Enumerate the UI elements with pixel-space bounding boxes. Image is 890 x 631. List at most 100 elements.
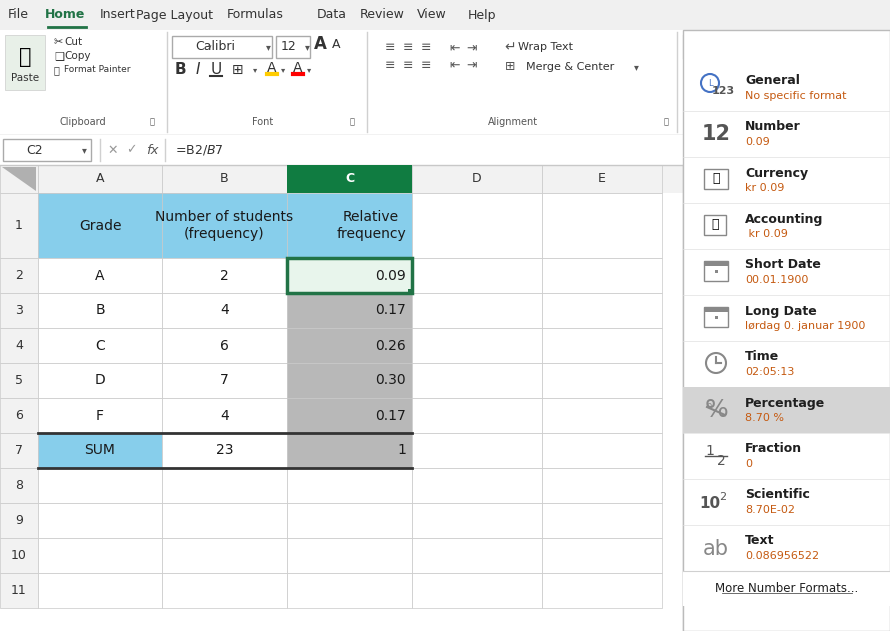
Bar bbox=[287, 328, 412, 363]
Text: C: C bbox=[95, 338, 105, 353]
Text: Calibri: Calibri bbox=[195, 40, 235, 54]
Text: 2: 2 bbox=[719, 492, 726, 502]
Text: U: U bbox=[210, 62, 222, 78]
Text: ✕: ✕ bbox=[108, 143, 118, 156]
Text: Number: Number bbox=[745, 121, 801, 134]
Bar bbox=[542, 433, 662, 468]
Text: Clipboard: Clipboard bbox=[60, 117, 106, 127]
Bar bbox=[412, 293, 542, 328]
Text: ⇤: ⇤ bbox=[449, 59, 460, 71]
Bar bbox=[162, 433, 287, 468]
Text: ≡: ≡ bbox=[421, 59, 432, 71]
Bar bbox=[683, 571, 890, 606]
Bar bbox=[162, 165, 287, 193]
Bar bbox=[412, 398, 542, 433]
Bar bbox=[0, 0, 890, 30]
Bar bbox=[412, 258, 542, 293]
Text: ▾: ▾ bbox=[634, 62, 638, 72]
Text: B: B bbox=[220, 172, 229, 186]
Text: ≡: ≡ bbox=[384, 59, 395, 71]
Text: Grade: Grade bbox=[78, 218, 121, 232]
Bar bbox=[704, 261, 728, 266]
Text: 1: 1 bbox=[706, 444, 715, 458]
Text: 9: 9 bbox=[15, 514, 23, 527]
Bar bbox=[0, 165, 683, 193]
Text: No specific format: No specific format bbox=[745, 91, 846, 101]
Bar bbox=[287, 363, 412, 398]
Bar bbox=[542, 193, 662, 258]
Text: ▾: ▾ bbox=[304, 42, 310, 52]
Text: More Number Formats...: More Number Formats... bbox=[715, 582, 858, 594]
Bar bbox=[162, 193, 287, 258]
Text: 4: 4 bbox=[220, 304, 229, 317]
Text: View: View bbox=[417, 8, 447, 21]
Text: 0.17: 0.17 bbox=[376, 304, 406, 317]
Text: ▾: ▾ bbox=[840, 42, 846, 52]
Bar bbox=[858, 58, 890, 105]
Text: D: D bbox=[94, 374, 105, 387]
Bar bbox=[542, 573, 662, 608]
Text: 2: 2 bbox=[15, 269, 23, 282]
Text: 5: 5 bbox=[15, 374, 23, 387]
Bar bbox=[38, 538, 162, 573]
Text: ▾: ▾ bbox=[307, 66, 311, 74]
Bar bbox=[0, 398, 38, 433]
Bar bbox=[162, 328, 287, 363]
Text: Help: Help bbox=[468, 8, 497, 21]
Text: Copy: Copy bbox=[64, 51, 91, 61]
Text: ≡: ≡ bbox=[384, 42, 395, 54]
Text: 7: 7 bbox=[220, 374, 229, 387]
Text: Paste: Paste bbox=[11, 73, 39, 83]
Text: ⧉: ⧉ bbox=[350, 117, 354, 126]
Text: B: B bbox=[95, 304, 105, 317]
Bar bbox=[542, 328, 662, 363]
Bar bbox=[287, 258, 412, 293]
Bar bbox=[0, 573, 38, 608]
Text: A: A bbox=[95, 269, 105, 283]
Text: Text: Text bbox=[745, 534, 774, 548]
Text: Font: Font bbox=[253, 117, 273, 127]
Text: A: A bbox=[96, 172, 104, 186]
Text: 1: 1 bbox=[397, 444, 406, 457]
Text: ⧉: ⧉ bbox=[150, 117, 155, 126]
Text: 11: 11 bbox=[11, 584, 27, 597]
Bar bbox=[38, 293, 162, 328]
Text: 0: 0 bbox=[745, 459, 752, 469]
Bar bbox=[0, 468, 38, 503]
Text: C: C bbox=[345, 172, 354, 186]
Text: L: L bbox=[708, 78, 712, 88]
Text: ab: ab bbox=[703, 539, 729, 559]
Bar bbox=[287, 573, 412, 608]
Text: 0.17: 0.17 bbox=[376, 408, 406, 423]
Text: A: A bbox=[293, 61, 303, 75]
Text: 4: 4 bbox=[220, 408, 229, 423]
Bar bbox=[0, 363, 38, 398]
Bar bbox=[38, 165, 162, 193]
Text: Insert: Insert bbox=[101, 8, 136, 21]
Text: 0.30: 0.30 bbox=[376, 374, 406, 387]
Text: Page Layout: Page Layout bbox=[136, 8, 214, 21]
Text: 6: 6 bbox=[220, 338, 229, 353]
Bar bbox=[38, 433, 162, 468]
Bar bbox=[38, 258, 162, 293]
Bar bbox=[162, 398, 287, 433]
Bar bbox=[704, 261, 728, 281]
Bar bbox=[38, 468, 162, 503]
Text: ≡: ≡ bbox=[421, 42, 432, 54]
Text: ✂: ✂ bbox=[54, 37, 63, 47]
Text: D: D bbox=[473, 172, 481, 186]
Bar bbox=[873, 30, 890, 58]
Text: F: F bbox=[96, 408, 104, 423]
Bar bbox=[683, 30, 890, 631]
Bar bbox=[0, 135, 890, 165]
Bar bbox=[542, 165, 662, 193]
Text: ▾: ▾ bbox=[208, 44, 212, 50]
Bar bbox=[542, 468, 662, 503]
Text: 02:05:13: 02:05:13 bbox=[745, 367, 795, 377]
Text: 0.09: 0.09 bbox=[376, 269, 406, 283]
Bar bbox=[683, 387, 890, 433]
Text: 🧮: 🧮 bbox=[711, 218, 719, 230]
Bar bbox=[412, 468, 542, 503]
Bar bbox=[0, 193, 38, 258]
Text: 123: 123 bbox=[711, 86, 734, 96]
